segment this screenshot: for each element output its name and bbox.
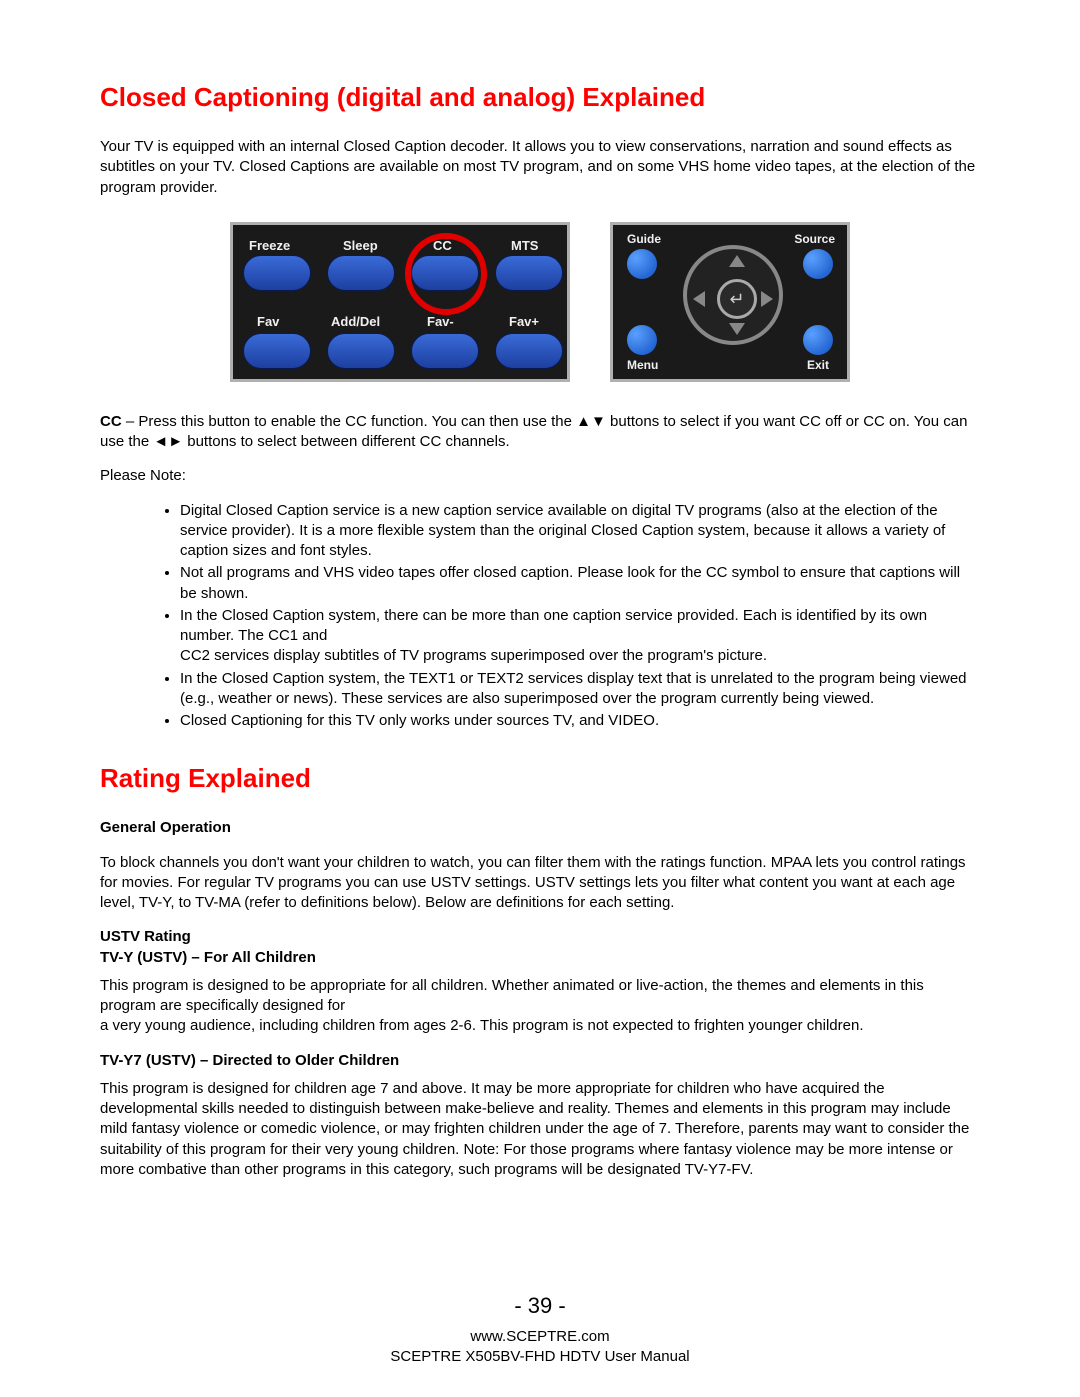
sleep-button [327,255,395,291]
menu-label: Menu [627,357,658,373]
remote-images-row: Freeze Sleep CC MTS Fav Add/Del Fav- Fav… [100,222,980,382]
exit-label: Exit [807,357,829,373]
cc-highlight-circle [405,233,487,315]
list-item: Not all programs and VHS video tapes off… [180,563,980,604]
favminus-button [411,333,479,369]
exit-button [803,325,833,355]
dpad-down-icon [729,323,745,335]
tvy7-paragraph: This program is designed for children ag… [100,1079,980,1180]
dpad-up-icon [729,255,745,267]
freeze-button [243,255,311,291]
list-item: In the Closed Caption system, the TEXT1 … [180,669,980,710]
dpad-right-icon [761,291,773,307]
tvy7-heading: TV-Y7 (USTV) – Directed to Older Childre… [100,1051,980,1071]
dpad-left-icon [693,291,705,307]
menu-button [627,325,657,355]
favplus-label: Fav+ [509,313,539,331]
tvy-paragraph-b: a very young audience, including childre… [100,1016,980,1036]
page-footer: - 39 - www.SCEPTRE.com SCEPTRE X505BV-FH… [0,1291,1080,1367]
guide-button [627,249,657,279]
favplus-button [495,333,563,369]
tvy-paragraph-a: This program is designed to be appropria… [100,976,980,1017]
sleep-label: Sleep [343,237,378,255]
list-item: In the Closed Caption system, there can … [180,606,980,667]
cc-instruction: CC – Press this button to enable the CC … [100,412,980,453]
footer-manual-line: SCEPTRE X505BV-FHD HDTV User Manual [0,1347,1080,1367]
general-operation-paragraph: To block channels you don't want your ch… [100,853,980,914]
adddel-button [327,333,395,369]
remote-dpad-panel: Guide Source Menu Exit ↵ [610,222,850,382]
please-note-label: Please Note: [100,466,980,486]
enter-button: ↵ [717,279,757,319]
fav-label: Fav [257,313,279,331]
general-operation-heading: General Operation [100,818,980,838]
mts-label: MTS [511,237,538,255]
dpad-ring: ↵ [683,245,783,345]
source-button [803,249,833,279]
guide-label: Guide [627,231,661,247]
list-item: Digital Closed Caption service is a new … [180,501,980,562]
intro-paragraph: Your TV is equipped with an internal Clo… [100,137,980,198]
mts-button [495,255,563,291]
source-label: Source [794,231,835,247]
cc-notes-list: Digital Closed Caption service is a new … [100,501,980,732]
tvy-heading: TV-Y (USTV) – For All Children [100,948,980,968]
fav-button [243,333,311,369]
freeze-label: Freeze [249,237,290,255]
footer-url: www.SCEPTRE.com [0,1327,1080,1347]
rating-title: Rating Explained [100,761,980,796]
cc-title: Closed Captioning (digital and analog) E… [100,80,980,115]
ustv-rating-heading: USTV Rating [100,927,980,947]
adddel-label: Add/Del [331,313,380,331]
remote-buttons-panel: Freeze Sleep CC MTS Fav Add/Del Fav- Fav… [230,222,570,382]
page-number: - 39 - [0,1291,1080,1321]
cc-text: – Press this button to enable the CC fun… [100,413,967,450]
cc-bold: CC [100,413,122,430]
favminus-label: Fav- [427,313,454,331]
list-item: Closed Captioning for this TV only works… [180,711,980,731]
